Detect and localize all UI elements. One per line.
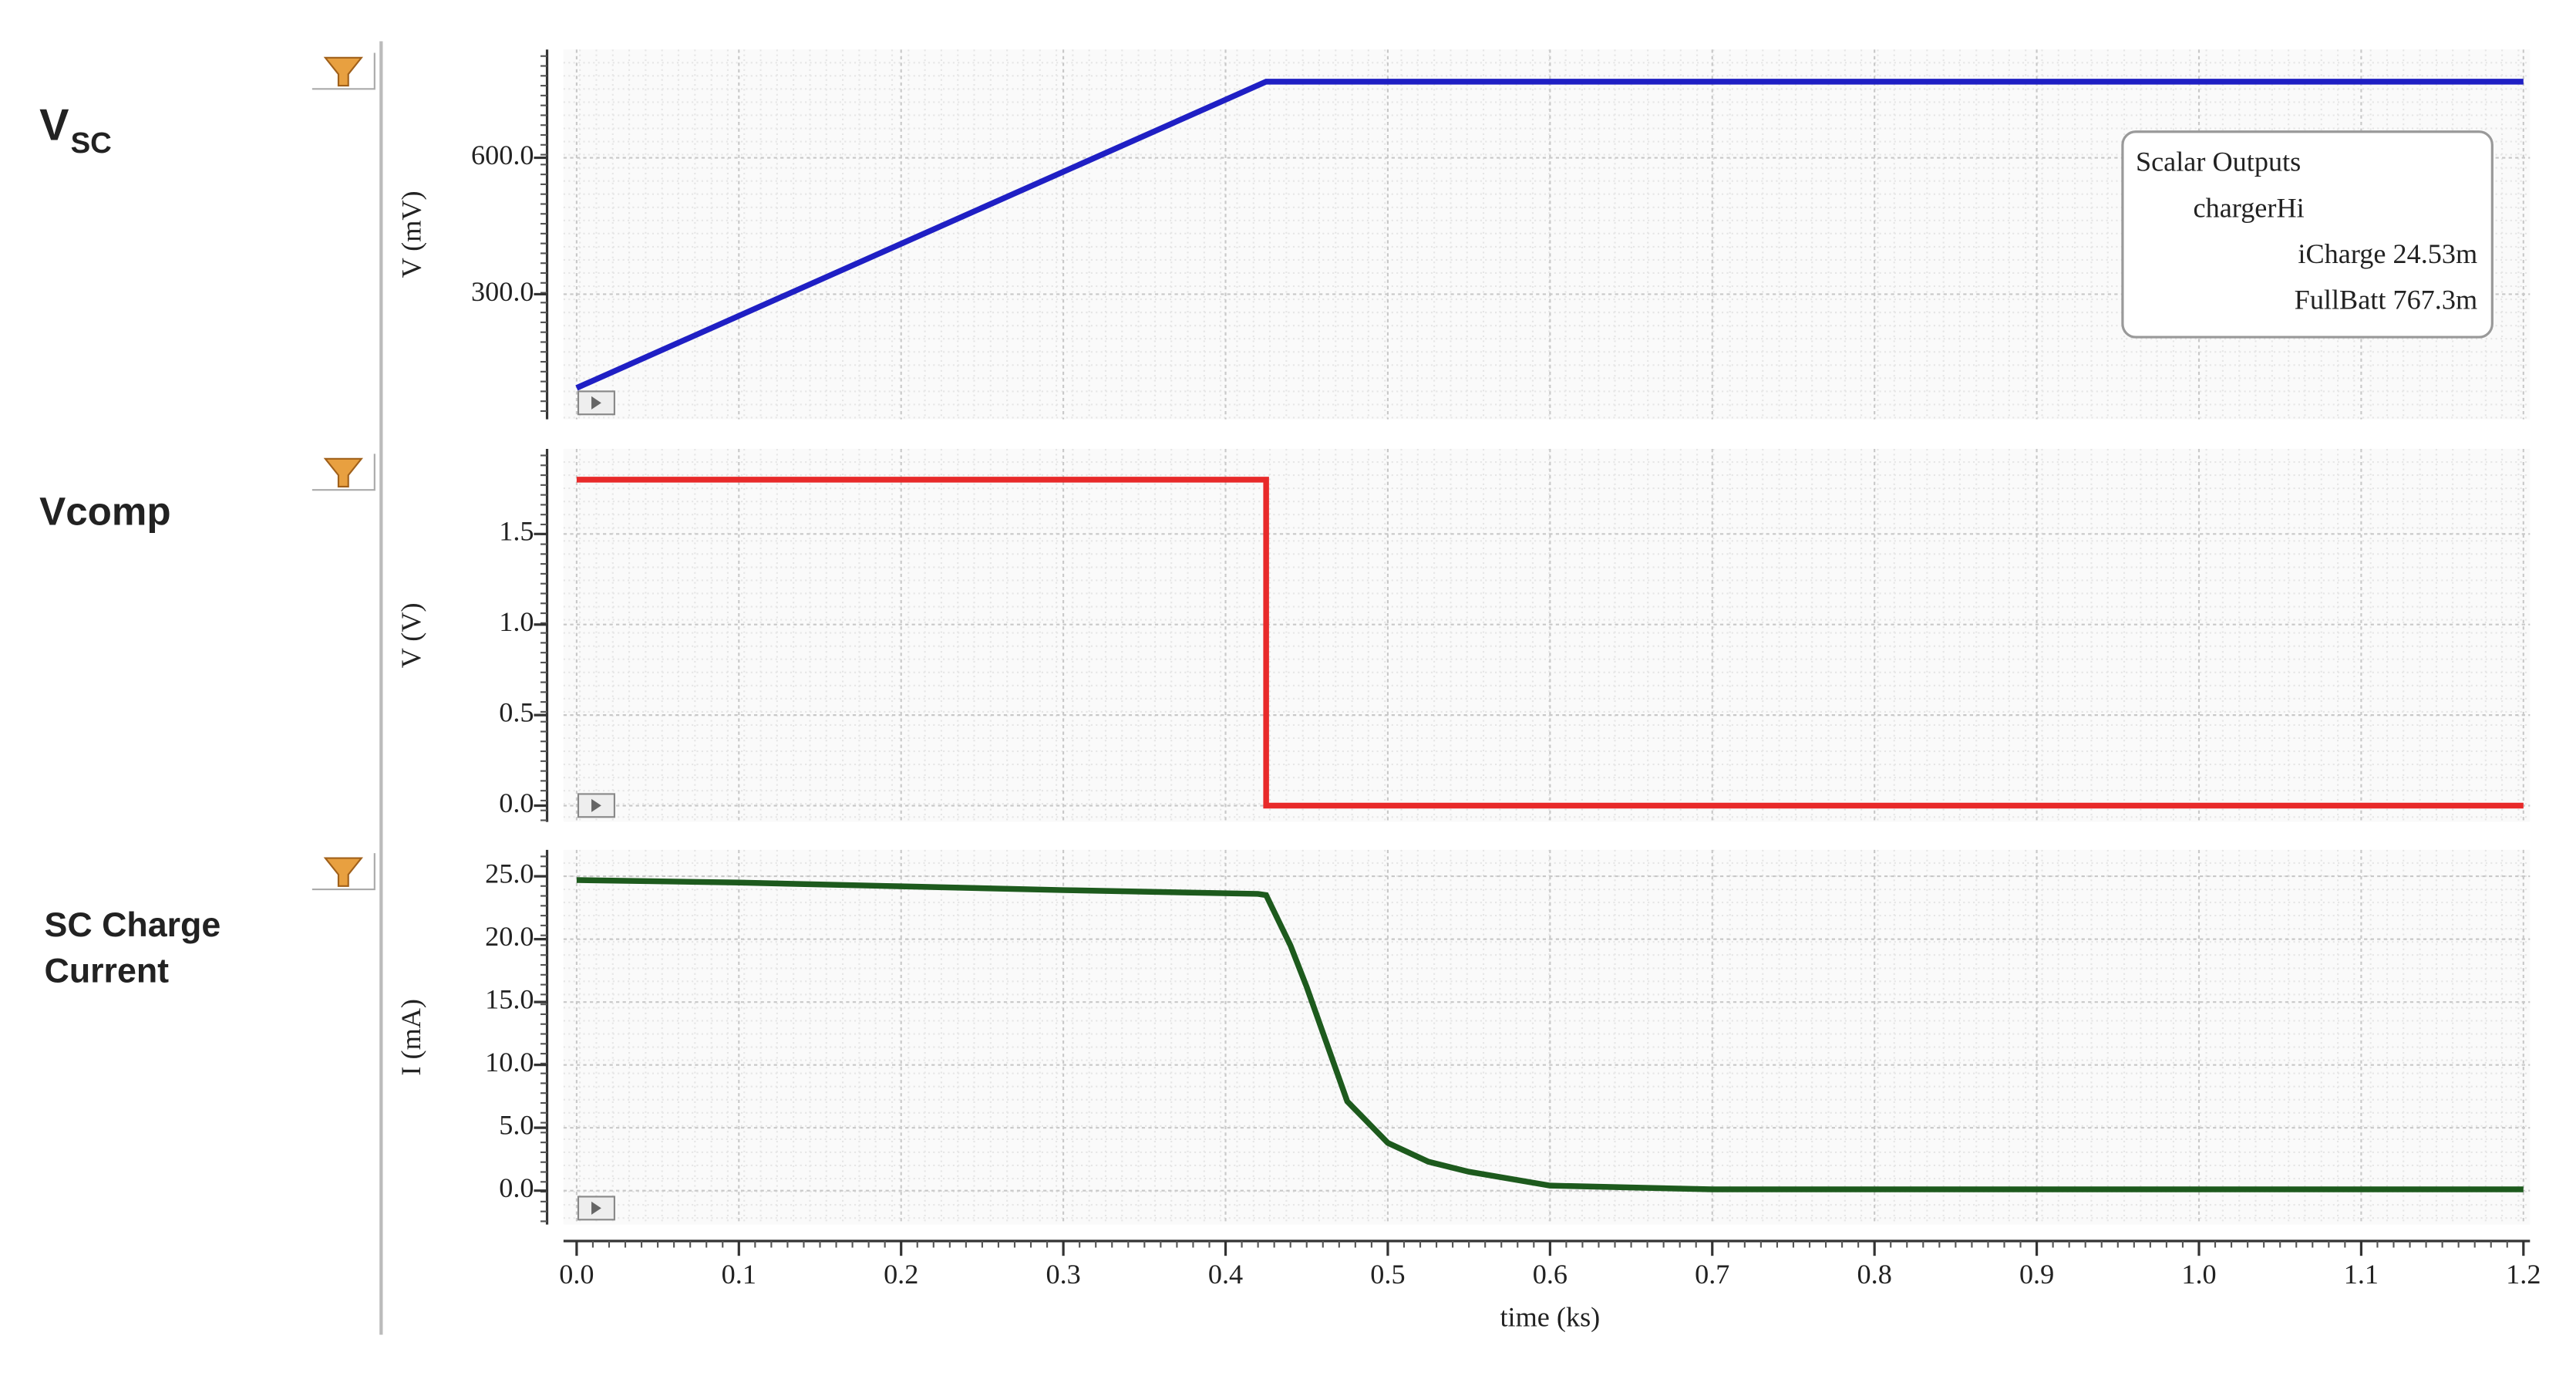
play-button <box>577 1196 615 1221</box>
y-tick-label: 1.0 <box>499 606 534 637</box>
series-line <box>575 79 2524 391</box>
x-tick-label: 0.8 <box>1857 1259 1892 1290</box>
x-tick-label: 0.4 <box>1208 1259 1243 1290</box>
play-icon <box>591 1201 601 1215</box>
series-line <box>576 477 2524 809</box>
x-tick-label: 0.1 <box>722 1259 756 1290</box>
y-tick-label: 10.0 <box>485 1047 534 1078</box>
y-axis-label: V (V) <box>396 602 426 668</box>
annotation: Scalar Outputs <box>2136 147 2301 177</box>
side-title-sub: SC <box>71 126 112 160</box>
x-tick-label: 1.2 <box>2506 1259 2541 1290</box>
y-tick-label: 25.0 <box>485 858 534 889</box>
x-tick-label: 0.9 <box>2019 1259 2054 1290</box>
side-title-line: Current <box>45 951 170 990</box>
filter-frames <box>311 52 375 891</box>
side-title: SC Charge Current <box>45 906 221 990</box>
y-tick-label: 0.0 <box>499 1172 534 1203</box>
x-tick-label: 1.1 <box>2344 1259 2379 1290</box>
y-tick-label: 15.0 <box>485 983 534 1014</box>
filter-icon <box>323 56 363 87</box>
x-tick-label: 0.0 <box>559 1259 594 1290</box>
series-line <box>576 877 2524 1192</box>
x-tick-label: 1.0 <box>2181 1259 2216 1290</box>
scalar-outputs-box <box>2121 130 2494 339</box>
x-tick-label: 0.3 <box>1046 1259 1080 1290</box>
y-tick-label: 600.0 <box>471 140 534 170</box>
annotation: chargerHi <box>2194 192 2305 223</box>
frame <box>311 853 375 891</box>
play-icon <box>591 798 601 812</box>
y-tick-label: 0.5 <box>499 696 534 727</box>
y-tick-label: 5.0 <box>499 1109 534 1140</box>
y-tick-label: 300.0 <box>471 276 534 307</box>
filter-icons <box>323 56 363 887</box>
frame <box>311 454 375 491</box>
x-tick-label: 0.5 <box>1370 1259 1405 1290</box>
frame <box>311 52 375 90</box>
y-tick-label: 0.0 <box>499 787 534 818</box>
y-tick-label: 1.5 <box>499 516 534 547</box>
x-axis-label: time (ks) <box>1500 1302 1600 1333</box>
side-title-line: SC Charge <box>45 906 221 944</box>
x-tick-label: 0.2 <box>884 1259 918 1290</box>
play-icon <box>591 396 601 410</box>
x-tick-label: 0.6 <box>1533 1259 1567 1290</box>
x-tick-label: 0.7 <box>1695 1259 1729 1290</box>
y-axis-label: I (mA) <box>396 999 426 1076</box>
y-tick-label: 20.0 <box>485 921 534 952</box>
annotation: FullBatt 767.3m <box>2295 285 2477 315</box>
y-axis-label: V (mV) <box>396 191 426 278</box>
side-title: Vcomp <box>39 490 170 534</box>
filter-icon <box>323 857 363 887</box>
annotation: iCharge 24.53m <box>2298 238 2477 269</box>
filter-icon <box>323 457 363 488</box>
side-title: V <box>39 101 69 150</box>
